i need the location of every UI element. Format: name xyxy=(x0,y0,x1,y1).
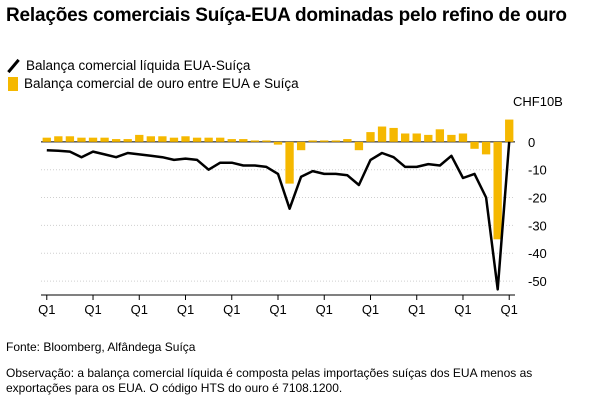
x-tick-label: Q1 xyxy=(316,302,333,317)
gold-bar xyxy=(296,141,306,151)
footnote: Observação: a balança comercial líquida … xyxy=(6,366,533,395)
x-tick-label: Q1 xyxy=(223,302,240,317)
gold-bar xyxy=(135,134,144,142)
gold-bar xyxy=(192,137,202,142)
gold-bar xyxy=(123,139,132,142)
gold-bar xyxy=(158,136,167,142)
gold-bar xyxy=(146,136,155,142)
gold-bar xyxy=(273,141,283,145)
gold-bar xyxy=(377,126,387,142)
gold-bar xyxy=(354,141,364,151)
gold-bar xyxy=(424,134,433,142)
gold-bar xyxy=(389,127,398,142)
legend: Balança comercial líquida EUA-Suíça Bala… xyxy=(6,57,299,93)
gold-bar xyxy=(262,140,271,142)
y-tick-label: -10 xyxy=(528,163,547,178)
gold-bar xyxy=(320,140,329,142)
y-tick-label: -40 xyxy=(528,246,547,261)
x-tick-label: Q1 xyxy=(131,302,148,317)
legend-item-net: Balança comercial líquida EUA-Suíça xyxy=(6,57,299,75)
gold-bar xyxy=(505,119,514,142)
gold-bar xyxy=(285,141,294,184)
gold-bar xyxy=(481,141,491,155)
x-tick-label: Q1 xyxy=(84,302,101,317)
gold-bar xyxy=(435,129,445,142)
gold-bar xyxy=(250,140,260,142)
gold-bar xyxy=(308,140,317,142)
legend-bar-swatch xyxy=(8,77,18,91)
legend-item-gold: Balança comercial de ouro entre EUA e Su… xyxy=(6,75,299,93)
x-tick-label: Q1 xyxy=(454,302,471,317)
gold-bar xyxy=(493,141,502,240)
y-tick-label: -30 xyxy=(528,218,547,233)
gold-bar xyxy=(88,137,98,142)
gold-bar xyxy=(331,140,340,142)
gold-bar xyxy=(412,133,421,142)
y-tick-label: -50 xyxy=(528,274,547,289)
x-tick-label: Q1 xyxy=(362,302,379,317)
gold-bar xyxy=(65,136,75,142)
legend-label-net: Balança comercial líquida EUA-Suíça xyxy=(26,58,251,73)
gold-bar xyxy=(458,133,468,142)
gold-bar xyxy=(366,132,375,142)
gold-bar xyxy=(447,134,456,142)
gold-bar xyxy=(54,136,63,142)
source-text: Fonte: Bloomberg, Alfândega Suíça xyxy=(6,340,196,354)
x-tick-label: Q1 xyxy=(38,302,55,317)
x-tick-label: Q1 xyxy=(269,302,286,317)
gold-bar xyxy=(401,133,410,142)
x-tick-label: Q1 xyxy=(177,302,194,317)
net-balance-line xyxy=(46,141,511,291)
y-unit-label: CHF10B xyxy=(513,94,563,109)
chart-title: Relações comerciais Suíça-EUA dominadas … xyxy=(6,5,567,26)
gold-bar xyxy=(111,139,121,142)
gold-bar xyxy=(216,137,225,142)
gold-bar xyxy=(169,137,179,142)
gold-bar xyxy=(181,136,190,142)
x-tick-label: Q1 xyxy=(501,302,518,317)
y-tick-label: 0 xyxy=(528,135,535,150)
gold-bar xyxy=(100,137,109,142)
x-tick-label: Q1 xyxy=(408,302,425,317)
gold-bar xyxy=(204,137,213,142)
gold-bar xyxy=(343,139,352,142)
gold-bar xyxy=(77,137,86,142)
gold-bar xyxy=(42,137,51,142)
legend-label-gold: Balança comercial de ouro entre EUA e Su… xyxy=(24,76,299,91)
gold-bar xyxy=(239,139,248,142)
gold-bar xyxy=(470,141,479,149)
y-tick-label: -20 xyxy=(528,191,547,206)
gold-bar xyxy=(227,139,236,142)
